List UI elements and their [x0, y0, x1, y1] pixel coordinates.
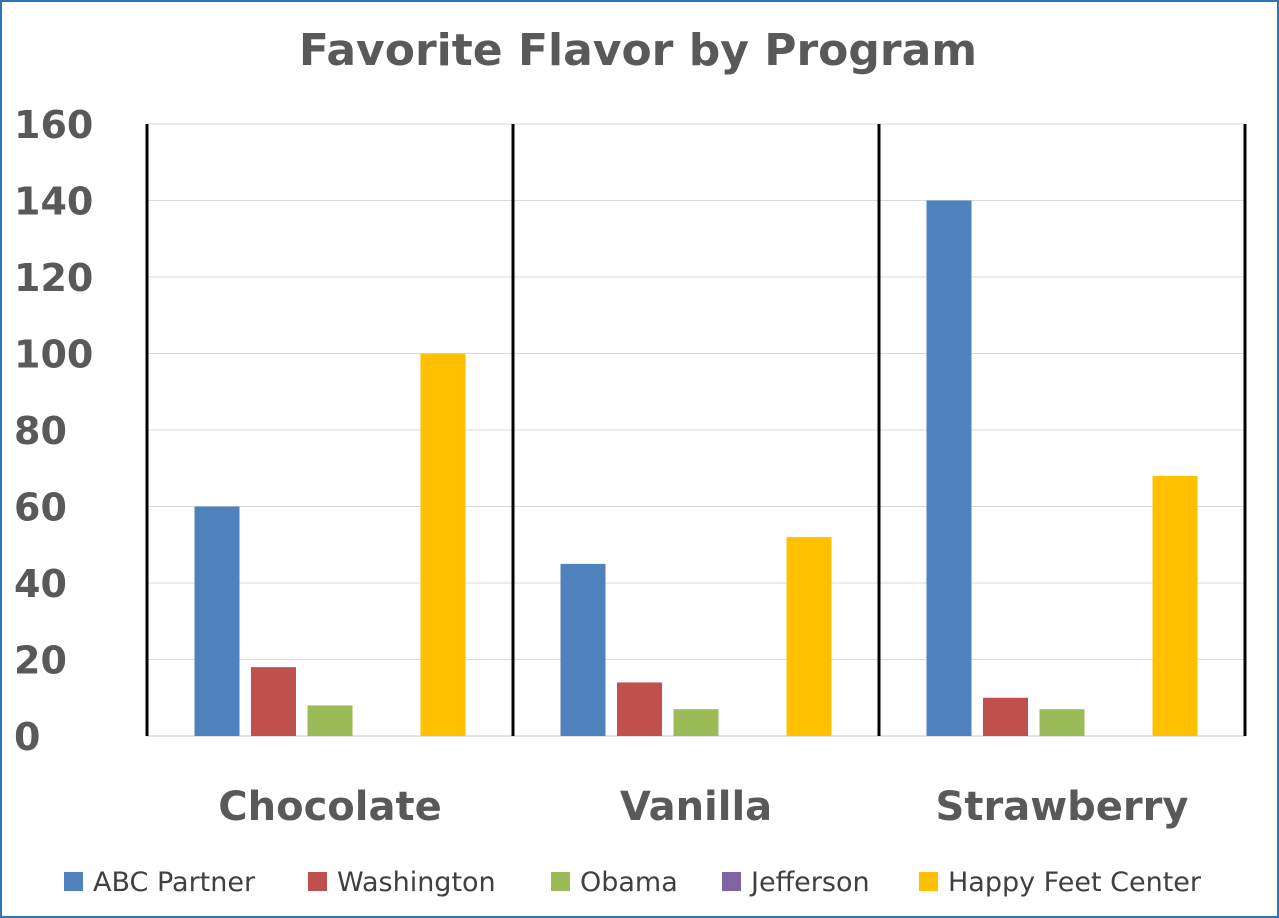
legend-label: Obama	[580, 867, 678, 898]
bar-strawberry-obama	[1039, 709, 1085, 736]
bar-chocolate-obama	[307, 705, 353, 736]
legend-swatch	[64, 872, 83, 891]
legend-swatch	[722, 872, 741, 891]
legend-label: ABC Partner	[93, 867, 256, 898]
y-tick-label: 20	[14, 639, 67, 683]
x-category-label: Vanilla	[620, 784, 772, 830]
bar-chocolate-washington	[251, 667, 296, 736]
x-category-label: Chocolate	[218, 784, 441, 830]
y-tick-label: 60	[14, 486, 67, 530]
bar-chocolate-happy-feet-center	[420, 353, 466, 736]
y-tick-label: 100	[14, 333, 93, 377]
bar-vanilla-washington	[617, 682, 662, 736]
bar-vanilla-abc-partner	[560, 563, 606, 736]
y-tick-label: 120	[14, 256, 93, 300]
legend-swatch	[308, 872, 327, 891]
legend-item: Washington	[308, 867, 496, 898]
legend-item: Obama	[551, 867, 678, 898]
legend-item: Jefferson	[722, 867, 870, 898]
legend-label: Happy Feet Center	[948, 867, 1202, 898]
legend-label: Washington	[337, 867, 496, 898]
legend: ABC Partner Washington Obama Jefferson Happy…	[64, 867, 1202, 898]
legend-swatch	[551, 872, 570, 891]
y-tick-label: 40	[14, 562, 67, 606]
chart-title: Favorite Flavor by Program	[299, 25, 977, 76]
y-tick-label: 80	[14, 409, 67, 453]
bar-vanilla-obama	[673, 709, 719, 736]
bars	[194, 200, 1198, 736]
y-tick-label: 0	[14, 715, 40, 759]
y-axis-tick-labels: 0 20 40 60 80 100 120 140 160	[14, 103, 93, 759]
legend-item: ABC Partner	[64, 867, 256, 898]
bar-strawberry-abc-partner	[926, 200, 972, 736]
y-tick-label: 160	[14, 103, 93, 147]
bar-chocolate-abc-partner	[194, 506, 240, 736]
gridlines	[147, 123, 1245, 737]
bar-strawberry-happy-feet-center	[1152, 475, 1198, 736]
x-axis-category-labels: Chocolate Vanilla Strawberry	[218, 784, 1188, 830]
category-separators	[145, 124, 1247, 736]
legend-swatch	[919, 872, 938, 891]
bar-vanilla-happy-feet-center	[786, 537, 832, 736]
legend-item: Happy Feet Center	[919, 867, 1202, 898]
y-tick-label: 140	[14, 180, 93, 224]
bar-strawberry-washington	[983, 697, 1028, 736]
legend-label: Jefferson	[749, 867, 870, 898]
x-category-label: Strawberry	[936, 784, 1189, 830]
